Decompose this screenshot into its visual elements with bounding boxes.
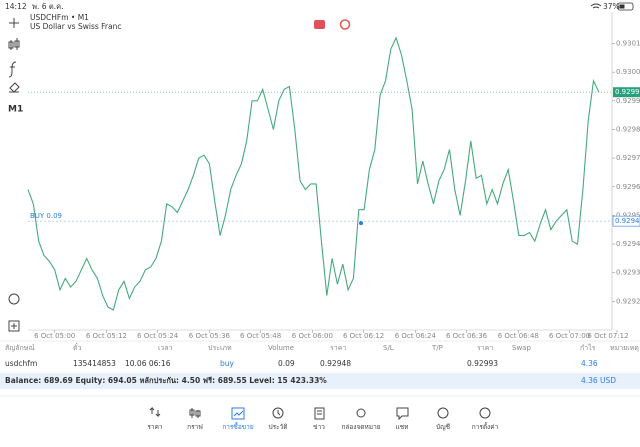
x-tick-label: 6 Oct 05:36: [189, 332, 231, 340]
x-tick-label: 6 Oct 05:48: [240, 332, 281, 340]
history-tool[interactable]: [8, 293, 20, 305]
column-header: ตั๋ว: [73, 343, 82, 352]
summary-bar: [0, 373, 640, 389]
status-battery: 37%: [603, 2, 620, 11]
x-tick-label: 6 Oct 06:00: [292, 332, 333, 340]
x-tick-label: 6 Oct 06:12: [343, 332, 384, 340]
nav-icon[interactable]: [272, 407, 284, 419]
x-tick-label: 6 Oct 05:12: [86, 332, 127, 340]
battery-icon: [617, 2, 634, 11]
one-click-button[interactable]: [314, 20, 325, 29]
cell-time: 10.06 06:16: [125, 359, 171, 368]
x-tick-label: 6 Oct 06:36: [446, 332, 488, 340]
cell-symbol[interactable]: usdchfm: [5, 359, 37, 368]
column-header: ประเภท: [208, 344, 232, 352]
nav-label[interactable]: กราฟ: [187, 423, 203, 431]
column-header: S/L: [383, 344, 394, 352]
nav-icon[interactable]: [479, 407, 491, 419]
nav-icon[interactable]: [396, 407, 409, 421]
nav-label[interactable]: ราคา: [147, 423, 162, 431]
cell-volume: 0.09: [278, 359, 295, 368]
chart-subtitle: US Dollar vs Swiss Franc: [30, 22, 121, 31]
nav-label[interactable]: แชท: [396, 423, 409, 431]
cell-ticket: 135414853: [73, 359, 116, 368]
new-order-tool[interactable]: [8, 320, 20, 332]
x-tick-label: 6 Oct 05:00: [34, 332, 75, 340]
column-header: ราคา: [330, 344, 346, 352]
crosshair-tool[interactable]: [9, 18, 19, 28]
y-tick-label: 0.93010: [616, 40, 640, 48]
price-line: [27, 36, 600, 311]
column-header: สัญลักษณ์: [5, 344, 35, 352]
x-tick-label: 6 Oct 07:00: [549, 332, 590, 340]
column-header: เวลา: [158, 344, 173, 352]
summary-currency: USD: [600, 376, 616, 385]
nav-label[interactable]: บัญชี: [436, 423, 451, 431]
cell-open-price: 0.92948: [320, 359, 351, 368]
nav-label[interactable]: ข่าว: [313, 423, 325, 431]
column-header: Volume: [268, 344, 294, 352]
nav-label[interactable]: การซื้อขาย: [222, 422, 253, 431]
wifi-icon: [590, 3, 602, 9]
nav-icon[interactable]: [231, 407, 245, 420]
toolbar: [8, 18, 20, 332]
nav-icon[interactable]: [149, 406, 161, 418]
summary-profit: 4.36: [581, 376, 598, 385]
indicator-tool[interactable]: [8, 61, 17, 78]
cell-price: 0.92993: [467, 359, 498, 368]
x-tick-label: 6 Oct 07:12: [587, 332, 628, 340]
summary-text: Balance: 689.69 Equity: 694.05 หลักประกั…: [5, 376, 327, 385]
column-header: T/P: [431, 344, 443, 352]
nav-label[interactable]: การตั้งค่า: [472, 422, 499, 431]
x-tick-label: 6 Oct 06:24: [395, 332, 437, 340]
chart-title: USDCHFm • M1: [30, 13, 89, 22]
column-header: ราคา: [477, 344, 493, 352]
candles-tool[interactable]: [8, 38, 20, 50]
x-tick-label: 6 Oct 06:48: [498, 332, 539, 340]
current-price-label: 0.92993: [615, 88, 640, 96]
timeframe-button[interactable]: M1: [8, 105, 23, 115]
x-tick-label: 6 Oct 05:24: [137, 332, 179, 340]
order-price-tag: [612, 215, 640, 227]
column-header: หมายเหตุ: [610, 344, 639, 352]
depth-button[interactable]: [339, 19, 351, 30]
column-header: กำไร: [580, 343, 596, 352]
column-header: Swap: [512, 344, 531, 352]
cell-type: buy: [220, 359, 235, 368]
battery-level: [619, 4, 625, 9]
status-date: พ. 6 ต.ค.: [32, 2, 64, 11]
nav-icon[interactable]: [189, 408, 201, 418]
nav-icon[interactable]: [356, 408, 366, 418]
order-price-label: 0.92948: [615, 217, 640, 225]
nav-icon[interactable]: [437, 407, 449, 419]
order-label: BUY 0.09: [30, 212, 62, 220]
nav-label[interactable]: ประวัติ: [269, 423, 288, 431]
cell-profit: 4.36: [581, 359, 598, 368]
objects-tool[interactable]: [9, 82, 20, 93]
status-time: 14:12: [5, 2, 27, 11]
nav-label[interactable]: กล่องจดหมาย: [341, 423, 380, 431]
current-price-tag: [613, 87, 640, 98]
order-marker: [359, 221, 363, 226]
nav-icon[interactable]: [314, 407, 325, 420]
